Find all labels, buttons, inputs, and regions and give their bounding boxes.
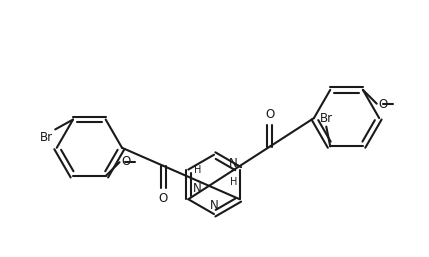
Text: N: N (193, 182, 202, 195)
Text: N: N (210, 199, 218, 212)
Text: H: H (230, 177, 237, 187)
Text: Br: Br (40, 131, 53, 144)
Text: O: O (379, 98, 388, 111)
Text: N: N (229, 157, 238, 170)
Text: O: O (265, 108, 275, 121)
Text: O: O (121, 155, 131, 168)
Text: Br: Br (320, 112, 333, 125)
Text: O: O (159, 191, 168, 205)
Text: H: H (194, 165, 201, 175)
